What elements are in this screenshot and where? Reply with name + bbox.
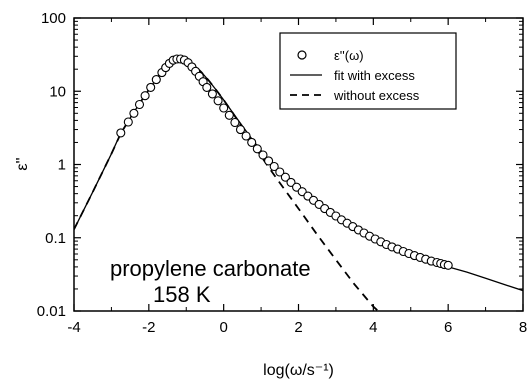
data-point <box>235 125 246 135</box>
legend-label-data: ε''(ω) <box>334 48 364 63</box>
x-tick-label: 8 <box>519 319 527 336</box>
data-point <box>140 91 150 101</box>
x-tick-label: -2 <box>142 319 155 336</box>
data-point <box>129 108 139 118</box>
data-point <box>280 172 290 182</box>
legend-label-without: without excess <box>333 88 420 103</box>
legend-box <box>279 32 457 110</box>
data-point <box>247 137 257 147</box>
y-tick-label: 1 <box>58 157 66 174</box>
legend-marker-circle <box>297 50 307 60</box>
data-point <box>230 117 240 128</box>
data-point <box>134 99 145 110</box>
data-point <box>258 150 268 160</box>
data-point <box>252 144 262 154</box>
data-point <box>275 167 285 177</box>
x-tick-labels: -4 -2 0 2 4 6 8 <box>67 319 527 336</box>
legend: ε''(ω) fit with excess without excess <box>279 32 457 110</box>
x-tick-label: 0 <box>219 319 227 336</box>
data-point <box>241 131 251 141</box>
markers-layer <box>116 54 453 270</box>
data-point <box>207 89 217 99</box>
data-point <box>213 96 223 106</box>
data-point <box>146 82 156 92</box>
y-tick-label: 100 <box>41 10 66 27</box>
data-point <box>443 260 453 270</box>
axis-ticks <box>73 17 524 312</box>
x-axis-title: log(ω/s⁻¹) <box>263 362 334 379</box>
data-point <box>264 156 274 166</box>
y-tick-label: 0.1 <box>45 230 66 247</box>
y-tick-label: 0.01 <box>37 303 66 320</box>
data-point <box>202 82 212 92</box>
y-tick-label: 10 <box>49 83 66 100</box>
legend-label-fit: fit with excess <box>334 68 415 83</box>
data-point <box>286 177 296 187</box>
x-tick-label: -4 <box>67 319 80 336</box>
x-tick-label: 2 <box>294 319 302 336</box>
series-line-without-excess <box>74 57 380 311</box>
x-tick-label: 6 <box>444 319 452 336</box>
data-point <box>219 103 229 113</box>
data-point <box>269 161 279 172</box>
annotation-temperature: 158 K <box>153 282 211 307</box>
data-point <box>224 110 234 120</box>
data-point <box>151 75 161 85</box>
y-tick-labels: 0.01 0.1 1 10 100 <box>37 10 66 320</box>
annotation-substance: propylene carbonate <box>110 256 311 281</box>
data-point <box>123 117 133 127</box>
y-axis-title: ε'' <box>14 157 31 170</box>
data-point <box>116 128 126 138</box>
x-tick-label: 4 <box>369 319 377 336</box>
